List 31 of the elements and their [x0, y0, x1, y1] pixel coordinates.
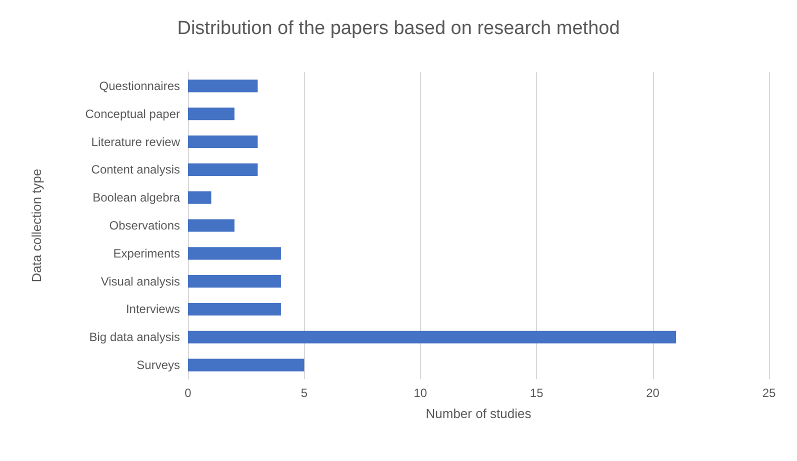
bar: [188, 358, 304, 372]
y-tick-label: Literature review: [91, 134, 180, 149]
chart-title: Distribution of the papers based on research method: [177, 18, 620, 39]
x-tick-label: 25: [762, 386, 776, 400]
y-axis-title: Data collection type: [29, 168, 44, 282]
bar: [188, 302, 281, 316]
x-tick-label: 15: [530, 386, 544, 400]
bar: [188, 219, 234, 232]
bar: [188, 247, 281, 260]
y-tick-label: Big data analysis: [89, 330, 180, 344]
bar: [188, 108, 234, 120]
x-axis-title: Number of studies: [426, 406, 532, 421]
x-tick-label: 10: [414, 386, 428, 400]
y-tick-label: Observations: [109, 218, 180, 232]
y-tick-label: Content analysis: [91, 162, 180, 177]
y-tick-label: Conceptual paper: [85, 106, 180, 121]
bar: [188, 80, 258, 92]
bar: [188, 330, 676, 344]
x-tick-label: 20: [646, 386, 660, 400]
y-tick-label: Visual analysis: [100, 274, 180, 288]
y-tick-label: Surveys: [136, 358, 180, 372]
y-tick-label: Interviews: [126, 302, 180, 316]
y-tick-label: Boolean algebra: [92, 190, 180, 205]
x-tick-label: 5: [300, 386, 308, 400]
bar: [188, 163, 258, 176]
y-tick-label: Experiments: [113, 246, 180, 260]
bar: [188, 191, 212, 204]
y-tick-label: Questionnaires: [99, 78, 180, 93]
bar: [188, 135, 258, 148]
bar: [188, 275, 281, 288]
x-tick-label: 0: [184, 386, 192, 400]
